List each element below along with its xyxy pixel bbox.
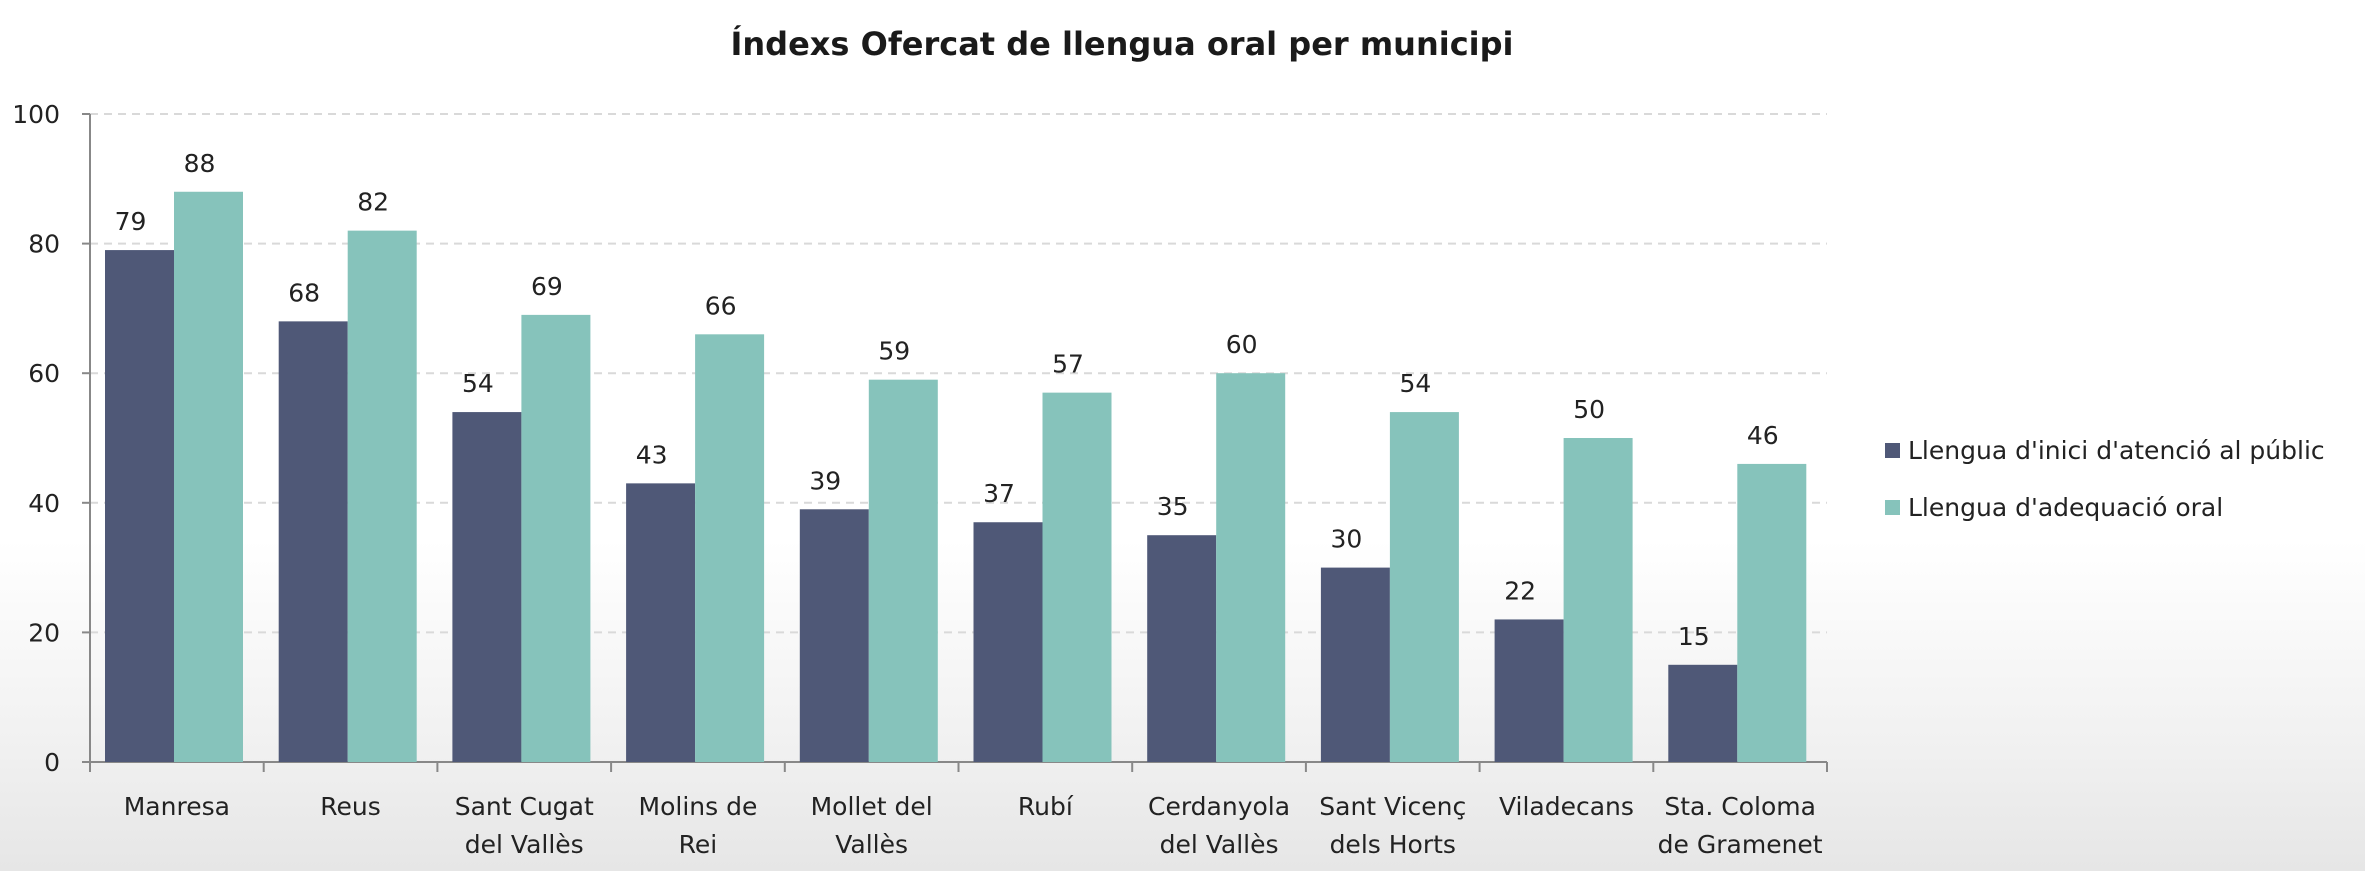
bar-series-2 bbox=[347, 230, 417, 762]
category-label: Viladecans bbox=[1499, 792, 1634, 821]
data-label: 50 bbox=[1573, 395, 1605, 424]
data-label: 54 bbox=[462, 369, 494, 398]
legend-swatch bbox=[1885, 443, 1900, 458]
category-label-line: Sant Cugat bbox=[455, 792, 594, 821]
bar-series-1 bbox=[626, 483, 696, 762]
y-tick-label: 40 bbox=[28, 489, 60, 518]
data-label: 54 bbox=[1399, 369, 1431, 398]
data-label: 57 bbox=[1052, 350, 1084, 379]
category-label: Sant Vicenç dels Horts bbox=[1319, 792, 1466, 859]
category-label-line: Viladecans bbox=[1499, 792, 1634, 821]
legend-label: Llengua d'inici d'atenció al públic bbox=[1908, 436, 2325, 465]
category-label: Rubí bbox=[1018, 792, 1074, 821]
bar-series-1 bbox=[278, 321, 348, 762]
bar-series-1 bbox=[1494, 619, 1564, 762]
bar-series-2 bbox=[1216, 373, 1286, 762]
data-label: 30 bbox=[1330, 525, 1362, 554]
bar-series-2 bbox=[695, 334, 765, 762]
bar-series-1 bbox=[1668, 664, 1738, 762]
legend-swatch bbox=[1885, 500, 1900, 515]
bar-series-2 bbox=[1042, 392, 1112, 762]
data-label: 79 bbox=[115, 207, 147, 236]
category-label: Mollet del Vallès bbox=[811, 792, 933, 859]
data-label: 68 bbox=[288, 278, 320, 307]
category-label-line: del Vallès bbox=[465, 830, 584, 859]
category-label: Reus bbox=[320, 792, 381, 821]
category-label: Sta. Coloma de Gramenet bbox=[1658, 792, 1823, 859]
category-label-line: Rei bbox=[679, 830, 718, 859]
data-label: 35 bbox=[1157, 492, 1189, 521]
bar-series-2 bbox=[174, 191, 243, 762]
category-label-line: Rubí bbox=[1018, 792, 1074, 821]
category-label-line: Cerdanyola bbox=[1148, 792, 1290, 821]
category-label-line: Manresa bbox=[124, 792, 230, 821]
category-label-line: Sant Vicenç bbox=[1319, 792, 1466, 821]
category-label: Molins de Rei bbox=[639, 792, 758, 859]
bar-series-1 bbox=[973, 522, 1043, 762]
bar-series-1 bbox=[105, 250, 174, 762]
category-label: Manresa bbox=[124, 792, 230, 821]
legend: Llengua d'inici d'atenció al públic Lleng… bbox=[1885, 436, 2325, 522]
chart-title: Índexs Ofercat de llengua oral per munic… bbox=[730, 25, 1513, 63]
category-label-line: Mollet del bbox=[811, 792, 933, 821]
category-label-line: Molins de bbox=[639, 792, 758, 821]
category-label-line: Vallès bbox=[835, 830, 908, 859]
bar-series-2 bbox=[1563, 438, 1633, 762]
y-tick-label: 0 bbox=[44, 748, 60, 777]
bar-series-1 bbox=[799, 509, 869, 762]
category-label-line: del Vallès bbox=[1160, 830, 1279, 859]
data-label: 22 bbox=[1504, 576, 1536, 605]
y-tick-label: 20 bbox=[28, 618, 60, 647]
data-labels: 79 68 54 43 39 37 35 30 22 15 88 82 69 66 59 57 60 54 50 46 bbox=[115, 149, 1779, 651]
bar-series-1 bbox=[1320, 567, 1390, 762]
data-label: 15 bbox=[1678, 622, 1710, 651]
data-label: 69 bbox=[531, 272, 563, 301]
bar-series-2 bbox=[1737, 463, 1807, 762]
category-label: Sant Cugat del Vallès bbox=[455, 792, 594, 859]
data-label: 59 bbox=[878, 337, 910, 366]
data-label: 43 bbox=[636, 440, 668, 469]
data-label: 60 bbox=[1226, 330, 1258, 359]
bar-series-2 bbox=[521, 314, 591, 762]
bar-series-2 bbox=[868, 379, 938, 762]
category-label-line: de Gramenet bbox=[1658, 830, 1823, 859]
data-label: 88 bbox=[184, 149, 216, 178]
category-label: Cerdanyola del Vallès bbox=[1148, 792, 1290, 859]
legend-label: Llengua d'adequació oral bbox=[1908, 493, 2223, 522]
data-label: 66 bbox=[705, 291, 737, 320]
bar-series-1 bbox=[1147, 535, 1217, 762]
y-tick-label: 60 bbox=[28, 359, 60, 388]
y-tick-label: 80 bbox=[28, 230, 60, 259]
category-label-line: dels Horts bbox=[1330, 830, 1456, 859]
category-label-line: Reus bbox=[320, 792, 381, 821]
category-label-line: Sta. Coloma bbox=[1664, 792, 1816, 821]
data-label: 37 bbox=[983, 479, 1015, 508]
bar-series-2 bbox=[1389, 412, 1459, 762]
y-tick-label: 100 bbox=[12, 100, 60, 129]
data-label: 46 bbox=[1747, 421, 1779, 450]
category-labels: Manresa Reus Sant Cugat del Vallès Molins de… bbox=[124, 792, 1823, 859]
bars bbox=[105, 191, 1807, 762]
bar-series-1 bbox=[452, 412, 522, 762]
data-label: 82 bbox=[357, 188, 389, 217]
data-label: 39 bbox=[809, 466, 841, 495]
